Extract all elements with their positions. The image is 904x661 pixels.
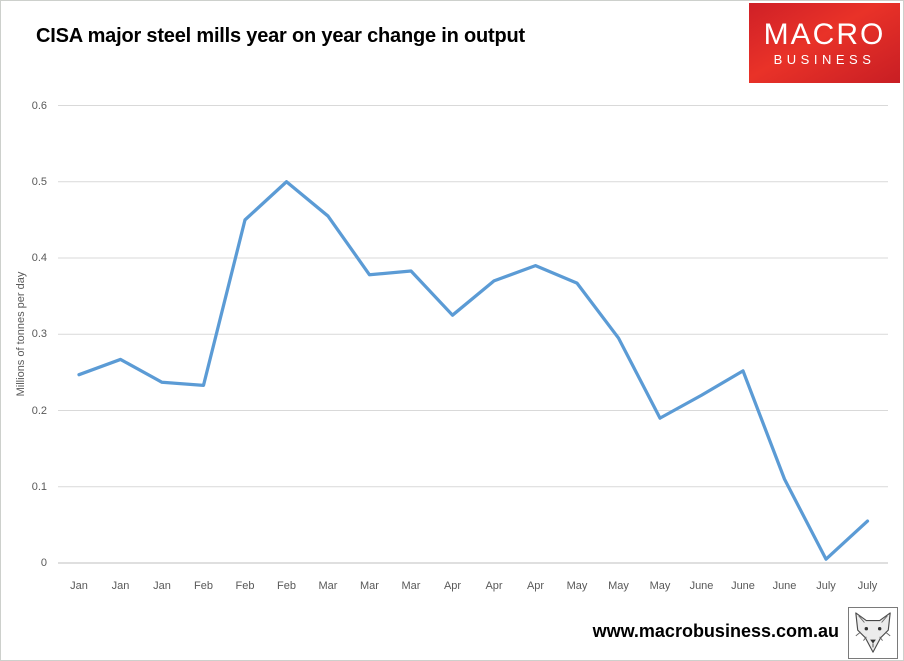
x-tick-label: Mar xyxy=(401,580,421,592)
macrobusiness-logo: MACRO BUSINESS xyxy=(749,3,900,83)
y-tick-label: 0.3 xyxy=(31,328,47,341)
y-tick-label: 0 xyxy=(40,557,47,569)
x-tick-label: June xyxy=(772,580,797,592)
x-tick-label: Mar xyxy=(318,580,338,592)
x-tick-label: Apr xyxy=(485,580,503,592)
x-tick-label: May xyxy=(608,580,629,592)
x-tick-label: Apr xyxy=(526,580,545,592)
x-tick-label: June xyxy=(731,580,755,592)
x-tick-label: Apr xyxy=(443,580,462,592)
logo-business-text: BUSINESS xyxy=(773,52,876,67)
logo-macro-text: MACRO xyxy=(763,18,886,51)
x-tick-label: Feb xyxy=(277,580,296,592)
chart-title: CISA major steel mills year on year chan… xyxy=(36,25,525,47)
y-tick-label: 0.4 xyxy=(31,252,47,264)
x-tick-label: July xyxy=(816,580,836,592)
fox-logo-box xyxy=(848,607,898,659)
x-tick-label: Feb xyxy=(235,580,255,592)
x-tick-label: May xyxy=(649,580,671,592)
x-tick-label: July xyxy=(857,580,878,592)
y-tick-label: 0.6 xyxy=(31,99,47,112)
y-tick-label: 0.5 xyxy=(31,175,47,188)
y-tick-label: 0.2 xyxy=(31,404,47,417)
x-tick-label: Mar xyxy=(360,580,379,592)
fox-head-icon xyxy=(855,612,891,653)
y-tick-label: 0.1 xyxy=(31,480,47,493)
x-tick-label: Jan xyxy=(153,580,171,592)
website-url: www.macrobusiness.com.au xyxy=(592,621,839,641)
data-series-line xyxy=(77,180,870,561)
x-tick-label: Jan xyxy=(111,580,130,592)
x-tick-label: Feb xyxy=(194,580,213,592)
x-tick-label: May xyxy=(566,580,588,592)
x-tick-label: June xyxy=(689,580,714,592)
x-tick-label: Jan xyxy=(70,580,88,592)
